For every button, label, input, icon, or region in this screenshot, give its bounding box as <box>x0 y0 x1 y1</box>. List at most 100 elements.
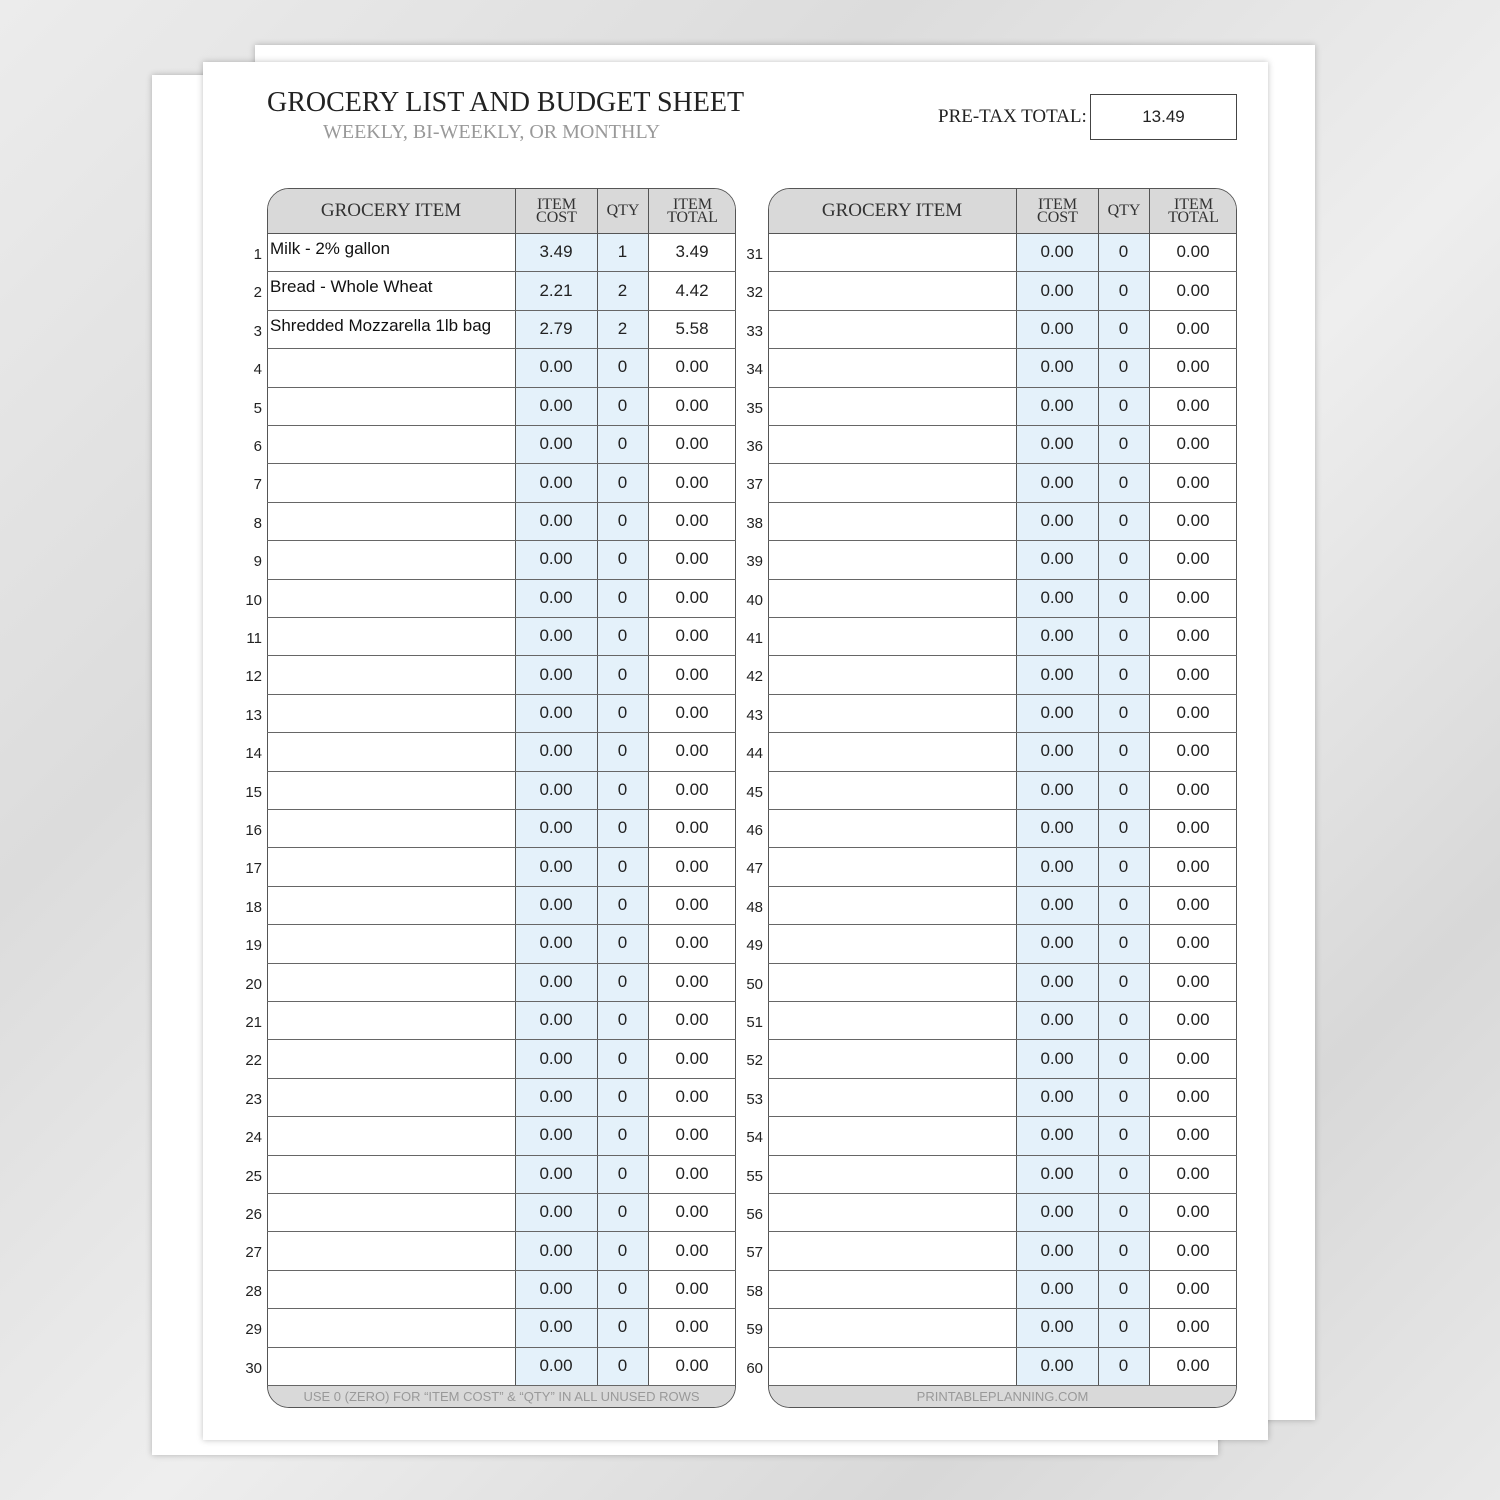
item-cost: 0.00 <box>539 1125 573 1145</box>
item-total: 0.00 <box>1176 702 1210 722</box>
item-cost: 0.00 <box>1040 741 1074 761</box>
row-rule <box>267 271 736 273</box>
item-total: 0.00 <box>1176 1202 1210 1222</box>
row-rule <box>267 1077 736 1079</box>
item-total: 0.00 <box>1176 242 1210 262</box>
item-total: 0.00 <box>675 933 709 953</box>
row-rule <box>768 425 1237 426</box>
row-number: 28 <box>245 1282 262 1300</box>
header-rule <box>267 233 736 234</box>
item-total: 0.00 <box>675 626 709 646</box>
item-cost: 0.00 <box>539 472 573 492</box>
row-number: 17 <box>245 860 262 878</box>
item-total: 0.00 <box>675 702 709 722</box>
item-total: 0.00 <box>1176 1278 1210 1298</box>
row-number: 33 <box>746 322 763 340</box>
item-cost: 0.00 <box>1040 856 1074 876</box>
item-cost: 0.00 <box>1040 1125 1074 1145</box>
qty: 0 <box>1118 1163 1129 1183</box>
qty: 0 <box>1118 702 1129 722</box>
qty: 0 <box>1118 549 1129 569</box>
item-total: 0.00 <box>675 818 709 838</box>
item-cost: 0.00 <box>1040 1240 1074 1260</box>
qty: 0 <box>617 1048 628 1068</box>
total-label: PRE-TAX TOTAL: <box>938 106 1087 127</box>
row-number: 4 <box>253 361 262 379</box>
row-number: 11 <box>246 630 262 647</box>
item-total: 0.00 <box>675 510 709 530</box>
item-cost: 0.00 <box>1040 1355 1074 1375</box>
qty: 0 <box>617 1010 628 1030</box>
qty: 0 <box>1118 1010 1129 1030</box>
item-cost: 0.00 <box>1040 1278 1074 1298</box>
row-rule <box>768 1154 1237 1156</box>
row-rule <box>768 885 1237 887</box>
item-cost: 0.00 <box>1040 510 1074 530</box>
row-number: 32 <box>746 284 763 302</box>
item-cost: 2.21 <box>539 280 573 300</box>
item-total: 3.49 <box>675 242 709 262</box>
qty: 0 <box>1118 318 1129 338</box>
item-cost: 0.00 <box>1040 702 1074 722</box>
item-cost: 0.00 <box>1040 1163 1074 1183</box>
item-total: 0.00 <box>1176 1048 1210 1068</box>
item-cost: 0.00 <box>539 1240 573 1260</box>
item-cost: 3.49 <box>539 242 573 262</box>
qty: 0 <box>1118 818 1129 838</box>
row-rule <box>267 1001 736 1002</box>
column-header: ITEM COST <box>515 188 597 233</box>
item-total: 0.00 <box>675 1202 709 1222</box>
qty: 0 <box>617 1086 628 1106</box>
qty: 0 <box>617 1240 628 1260</box>
row-rule <box>768 540 1237 542</box>
row-number: 31 <box>746 246 763 263</box>
row-number: 14 <box>245 745 262 763</box>
item-total: 0.00 <box>1176 779 1210 799</box>
qty: 0 <box>617 933 628 953</box>
row-rule <box>267 770 736 772</box>
qty: 0 <box>1118 1240 1129 1260</box>
qty: 0 <box>1118 894 1129 914</box>
row-number: 58 <box>746 1282 763 1300</box>
row-rule <box>267 885 736 887</box>
item-cost: 0.00 <box>539 587 573 607</box>
item-total: 0.00 <box>675 1163 709 1183</box>
item-total: 0.00 <box>1176 894 1210 914</box>
row-rule <box>768 1346 1237 1348</box>
item-total: 0.00 <box>1176 856 1210 876</box>
row-number: 8 <box>253 514 262 532</box>
row-number: 7 <box>253 476 262 494</box>
item-total: 0.00 <box>1176 933 1210 953</box>
item-total: 0.00 <box>675 664 709 684</box>
qty: 0 <box>1118 1202 1129 1222</box>
row-rule <box>267 1346 736 1348</box>
item-cost: 0.00 <box>539 434 573 454</box>
qty: 0 <box>617 357 628 377</box>
row-number: 53 <box>746 1090 763 1108</box>
item-total: 0.00 <box>675 1010 709 1030</box>
item-cost: 0.00 <box>539 1202 573 1222</box>
row-number: 34 <box>746 361 763 379</box>
row-number: 18 <box>245 898 262 916</box>
qty: 0 <box>1118 472 1129 492</box>
qty: 0 <box>1118 395 1129 415</box>
qty: 0 <box>1118 242 1129 262</box>
footer-note: PRINTABLEPLANNING.COM <box>916 1389 1089 1404</box>
row-number: 9 <box>253 553 262 571</box>
item-cost: 0.00 <box>539 1086 573 1106</box>
qty: 0 <box>617 1125 628 1145</box>
row-number: 29 <box>245 1321 262 1339</box>
item-total: 0.00 <box>1176 664 1210 684</box>
row-rule <box>267 1231 736 1233</box>
row-rule <box>267 540 736 542</box>
row-number: 42 <box>746 668 763 686</box>
item-cost: 0.00 <box>1040 434 1074 454</box>
qty: 0 <box>1118 1125 1129 1145</box>
qty: 0 <box>1118 779 1129 799</box>
row-rule <box>768 924 1237 926</box>
row-number: 45 <box>746 783 763 801</box>
item-cost: 0.00 <box>1040 395 1074 415</box>
qty: 0 <box>617 664 628 684</box>
column-header: ITEM TOTAL <box>648 188 736 233</box>
